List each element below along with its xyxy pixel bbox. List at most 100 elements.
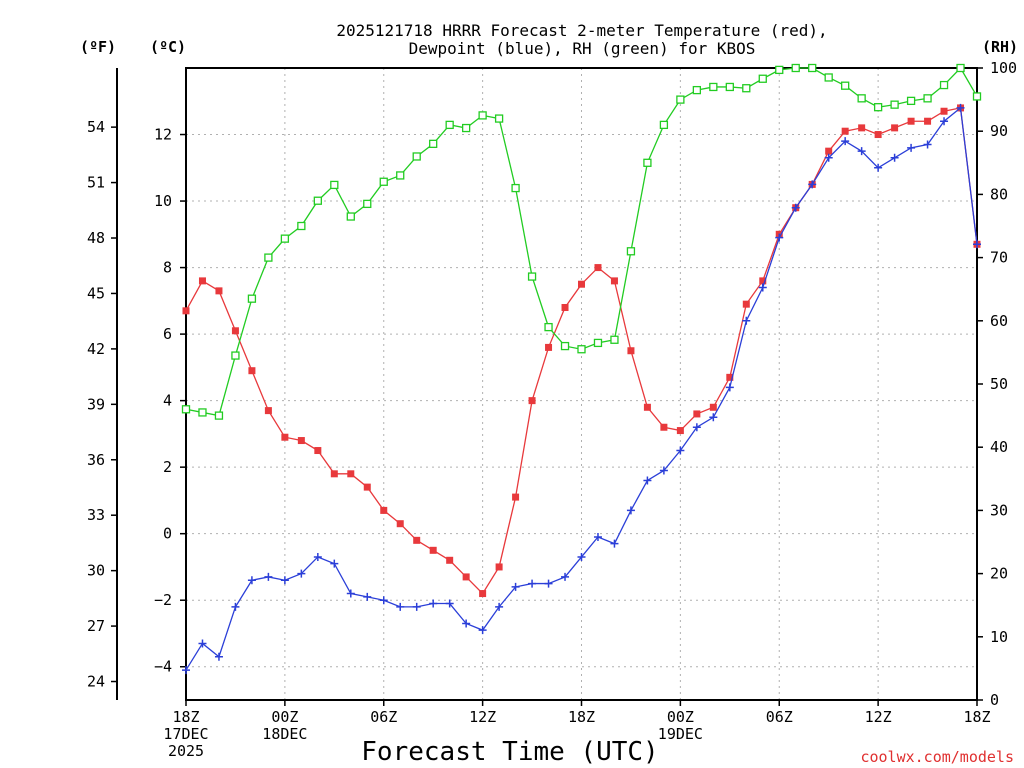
dewpoint-point xyxy=(511,582,520,591)
temperature-point xyxy=(231,327,239,335)
temperature-point xyxy=(742,300,750,308)
rh-point xyxy=(181,405,191,414)
rh-tick-label: 40 xyxy=(990,438,1008,456)
celsius-tick-label: −4 xyxy=(154,658,172,676)
temperature-point xyxy=(924,117,932,125)
temperature-point xyxy=(841,127,849,135)
series-dewpoint xyxy=(182,103,981,675)
dewpoint-point xyxy=(313,552,322,561)
fahrenheit-unit-label: (ºF) xyxy=(80,38,116,56)
celsius-tick-label: 10 xyxy=(154,192,172,210)
grid-lines xyxy=(186,68,977,700)
dewpoint-point xyxy=(874,163,883,172)
temperature-point xyxy=(578,280,585,288)
temperature-point xyxy=(182,307,190,315)
fahrenheit-tick-label: 24 xyxy=(87,673,105,691)
dewpoint-point xyxy=(544,579,553,588)
temperature-point xyxy=(759,277,767,285)
dewpoint-point xyxy=(890,153,899,162)
dewpoint-point xyxy=(247,576,256,585)
rh-point xyxy=(873,103,883,112)
dewpoint-point xyxy=(280,576,289,585)
dewpoint-point xyxy=(907,143,916,152)
dewpoint-point xyxy=(791,203,800,212)
temperature-point xyxy=(693,410,701,418)
rh-point xyxy=(198,408,207,417)
series-rh xyxy=(181,63,982,420)
rh-point xyxy=(906,96,916,106)
x-tick-label: 17DEC xyxy=(163,725,208,743)
x-axis-title: Forecast Time (UTC) xyxy=(361,737,658,767)
rh-point xyxy=(610,335,619,344)
temperature-point xyxy=(281,433,289,441)
fahrenheit-tick-label: 54 xyxy=(87,118,105,136)
temperature-point xyxy=(429,546,437,554)
x-tick-label: 00Z xyxy=(667,708,694,726)
dewpoint-point xyxy=(857,147,866,156)
dewpoint-point xyxy=(610,539,619,548)
x-tick-label: 18Z xyxy=(568,708,595,726)
dewpoint-point xyxy=(462,619,471,628)
rh-point xyxy=(824,73,833,82)
rh-point xyxy=(461,123,471,133)
dewpoint-point xyxy=(429,599,438,608)
dewpoint-point xyxy=(231,602,240,611)
dewpoint-point xyxy=(725,383,734,392)
rh-point xyxy=(643,158,652,167)
temperature-point xyxy=(594,264,602,272)
temperature-point xyxy=(858,124,866,132)
dewpoint-point xyxy=(692,423,701,432)
temperature-point xyxy=(462,573,470,581)
temperature-point xyxy=(380,506,388,514)
dewpoint-point xyxy=(709,413,718,422)
rh-tick-label: 50 xyxy=(990,375,1008,393)
temperature-point xyxy=(825,147,833,155)
temperature-point xyxy=(330,470,338,478)
temperature-point xyxy=(363,483,371,491)
fahrenheit-tick-label: 36 xyxy=(87,451,105,469)
x-tick-label: 18DEC xyxy=(262,725,307,743)
temperature-point xyxy=(907,117,915,125)
rh-point xyxy=(412,152,421,161)
dewpoint-point xyxy=(577,552,586,561)
celsius-tick-label: 4 xyxy=(163,392,172,410)
rh-point xyxy=(791,63,800,73)
fahrenheit-tick-label: 51 xyxy=(87,174,105,192)
temperature-point xyxy=(940,107,948,115)
rh-point xyxy=(923,94,932,103)
temperature-point xyxy=(495,563,503,571)
celsius-tick-label: 8 xyxy=(163,259,172,277)
dewpoint-point xyxy=(742,316,751,325)
dewpoint-point xyxy=(561,572,570,581)
rh-point xyxy=(758,74,767,83)
rh-point xyxy=(363,199,372,209)
temperature-point xyxy=(215,287,223,295)
rh-point xyxy=(297,221,306,231)
rh-point xyxy=(478,111,487,120)
fahrenheit-tick-label: 27 xyxy=(87,617,105,635)
temperature-point xyxy=(660,423,668,431)
rh-point xyxy=(264,253,273,262)
dewpoint-point xyxy=(445,599,454,608)
temperature-point xyxy=(627,347,635,355)
temperature-point xyxy=(297,437,305,445)
dewpoint-point xyxy=(676,446,685,455)
dewpoint-point xyxy=(264,572,273,581)
rh-point xyxy=(560,341,570,351)
dewpoint-point xyxy=(214,652,223,661)
rh-point xyxy=(808,63,817,73)
rh-point xyxy=(676,95,685,104)
temperature-point xyxy=(561,303,569,311)
dewpoint-point xyxy=(841,137,850,146)
dewpoint-point xyxy=(297,569,306,578)
dewpoint-point xyxy=(346,589,355,598)
dewpoint-point xyxy=(363,592,372,601)
dewpoint-point xyxy=(824,153,833,162)
rh-tick-label: 0 xyxy=(990,691,999,709)
rh-point xyxy=(742,84,751,93)
temperature-point xyxy=(479,590,487,598)
temperature-point xyxy=(413,536,421,544)
dewpoint-point xyxy=(412,602,421,611)
dewpoint-point xyxy=(528,579,537,588)
